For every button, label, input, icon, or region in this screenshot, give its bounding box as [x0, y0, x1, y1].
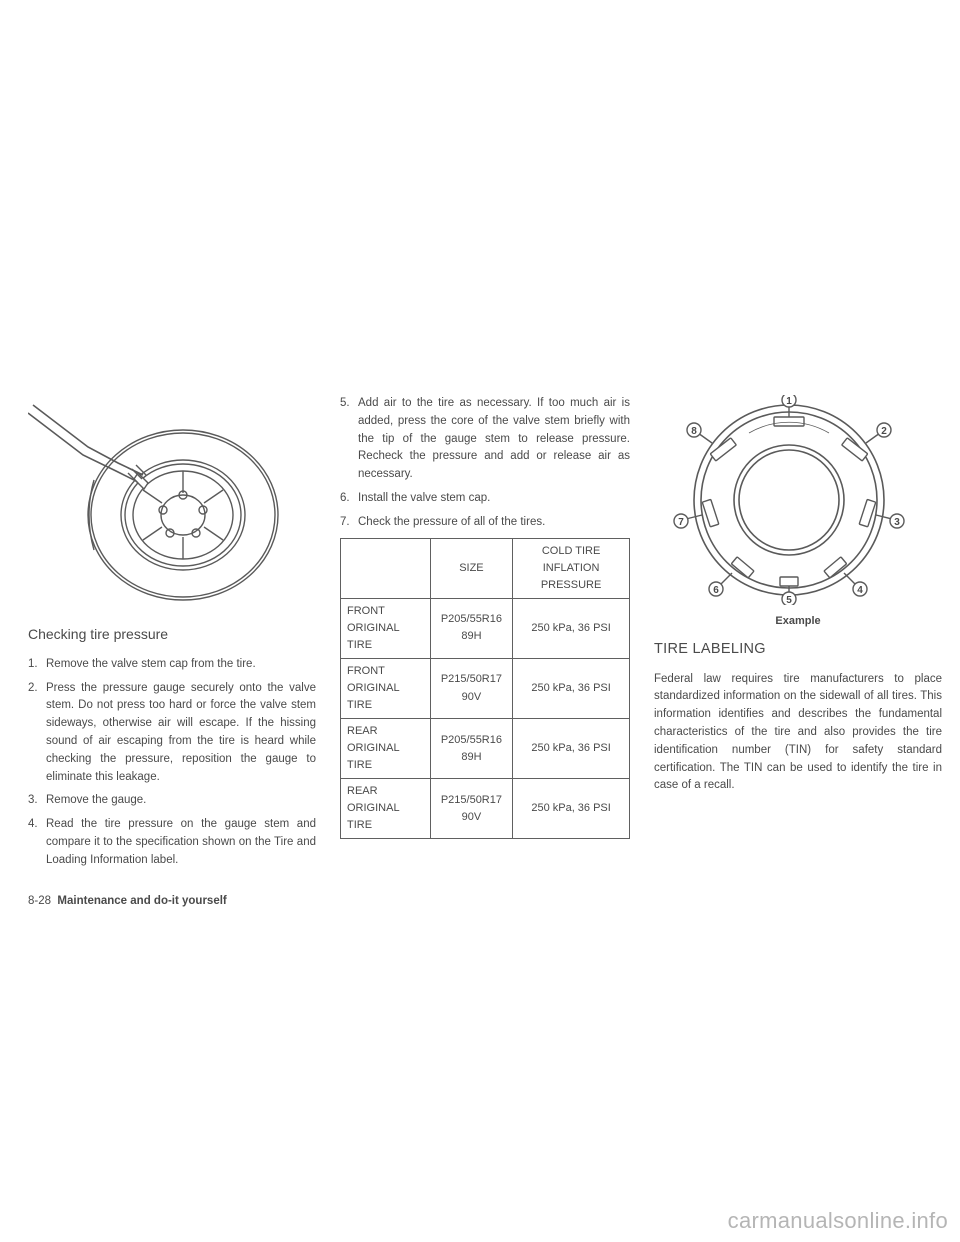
header-pressure: COLD TIRE INFLATION PRESSURE [513, 538, 630, 598]
page-footer: 8-28 Maintenance and do-it yourself [28, 895, 227, 907]
tire-labeling-body: Federal law requires tire manufacturers … [654, 671, 942, 796]
tire-labeling-heading: TIRE LABELING [654, 638, 942, 660]
steps-list-1: Remove the valve stem cap from the tire.… [28, 656, 316, 870]
checking-tire-pressure-heading: Checking tire pressure [28, 624, 316, 646]
example-label: Example [654, 613, 942, 630]
header-size: SIZE [430, 538, 512, 598]
sidewall-svg: 1 2 3 4 5 6 7 8 [654, 395, 924, 605]
column-3: 1 2 3 4 5 6 7 8 Example TIRE LABELING Fe… [654, 395, 942, 876]
header-empty [341, 538, 431, 598]
content-area: Checking tire pressure Remove the valve … [28, 395, 932, 876]
tire-svg [28, 395, 298, 610]
callout-6: 6 [713, 585, 719, 596]
column-2: Add air to the tire as necessary. If too… [340, 395, 630, 876]
steps-list-2: Add air to the tire as necessary. If too… [340, 395, 630, 532]
step-2: Press the pressure gauge securely onto t… [28, 680, 316, 787]
section-name: Maintenance and do-it yourself [57, 895, 226, 907]
step-6: Install the valve stem cap. [340, 490, 630, 508]
callout-7: 7 [678, 517, 684, 528]
tire-gauge-illustration [28, 395, 298, 610]
tire-sidewall-diagram: 1 2 3 4 5 6 7 8 [654, 395, 924, 605]
table-row: REAR ORIGINAL TIRE P215/50R17 90V 250 kP… [341, 779, 630, 839]
page-number: 8-28 [28, 895, 51, 907]
step-5: Add air to the tire as necessary. If too… [340, 395, 630, 484]
table-row: REAR ORIGINAL TIRE P205/55R16 89H 250 kP… [341, 719, 630, 779]
tire-pressure-table: SIZE COLD TIRE INFLATION PRESSURE FRONT … [340, 538, 630, 840]
step-3: Remove the gauge. [28, 792, 316, 810]
column-1: Checking tire pressure Remove the valve … [28, 395, 316, 876]
callout-8: 8 [691, 426, 697, 437]
callout-3: 3 [894, 517, 900, 528]
callout-5: 5 [786, 595, 792, 605]
step-7: Check the pressure of all of the tires. [340, 514, 630, 532]
table-row: FRONT ORIGINAL TIRE P215/50R17 90V 250 k… [341, 658, 630, 718]
callout-1: 1 [786, 396, 792, 407]
table-row: FRONT ORIGINAL TIRE P205/55R16 89H 250 k… [341, 598, 630, 658]
table-header-row: SIZE COLD TIRE INFLATION PRESSURE [341, 538, 630, 598]
callout-4: 4 [857, 585, 863, 596]
callout-2: 2 [881, 426, 887, 437]
step-4: Read the tire pressure on the gauge stem… [28, 816, 316, 869]
watermark: carmanualsonline.info [728, 1208, 948, 1234]
step-1: Remove the valve stem cap from the tire. [28, 656, 316, 674]
